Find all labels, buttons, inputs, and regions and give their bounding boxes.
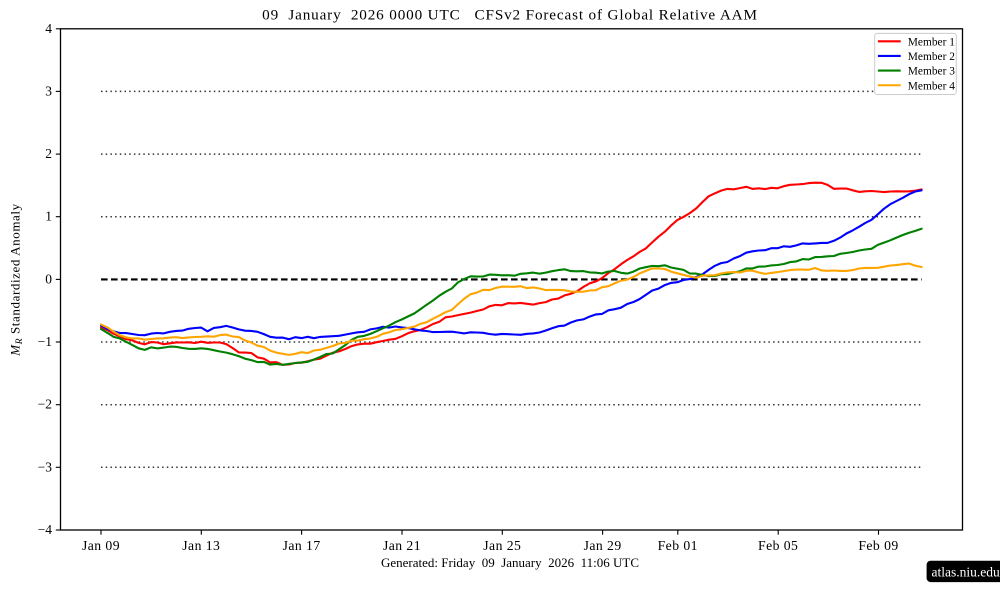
svg-text:1: 1 [45, 209, 52, 224]
svg-text:Member 2: Member 2 [908, 51, 955, 63]
svg-text:Generated: Friday 09 January: Generated: Friday 09 January 2026 11:06 … [381, 555, 639, 570]
svg-text:MR Standardized Anomaly: MR Standardized Anomaly [8, 203, 26, 356]
svg-text:Member 3: Member 3 [908, 66, 955, 78]
svg-text:Jan 21: Jan 21 [383, 538, 421, 553]
svg-text:Member 4: Member 4 [908, 80, 955, 92]
svg-text:09 January 2026 0000 UTC C: 09 January 2026 0000 UTC CFSv2 Forecast … [262, 7, 758, 24]
svg-text:Jan 09: Jan 09 [82, 538, 120, 553]
svg-text:3: 3 [45, 83, 52, 98]
svg-text:Jan 13: Jan 13 [182, 538, 220, 553]
svg-text:Member 1: Member 1 [908, 36, 955, 48]
svg-text:−3: −3 [38, 459, 53, 474]
svg-text:2: 2 [45, 146, 52, 161]
svg-text:0: 0 [45, 271, 52, 286]
svg-text:−2: −2 [38, 397, 52, 412]
svg-text:atlas.niu.edu: atlas.niu.edu [932, 564, 1000, 579]
svg-text:Jan 25: Jan 25 [483, 538, 521, 553]
svg-text:Jan 17: Jan 17 [283, 538, 321, 553]
svg-text:−4: −4 [38, 522, 53, 537]
svg-text:Jan 29: Jan 29 [584, 538, 622, 553]
svg-text:Feb 05: Feb 05 [758, 538, 798, 553]
svg-text:4: 4 [45, 21, 52, 36]
svg-text:Feb 09: Feb 09 [858, 538, 898, 553]
svg-text:Feb 01: Feb 01 [658, 538, 698, 553]
svg-text:−1: −1 [38, 334, 52, 349]
